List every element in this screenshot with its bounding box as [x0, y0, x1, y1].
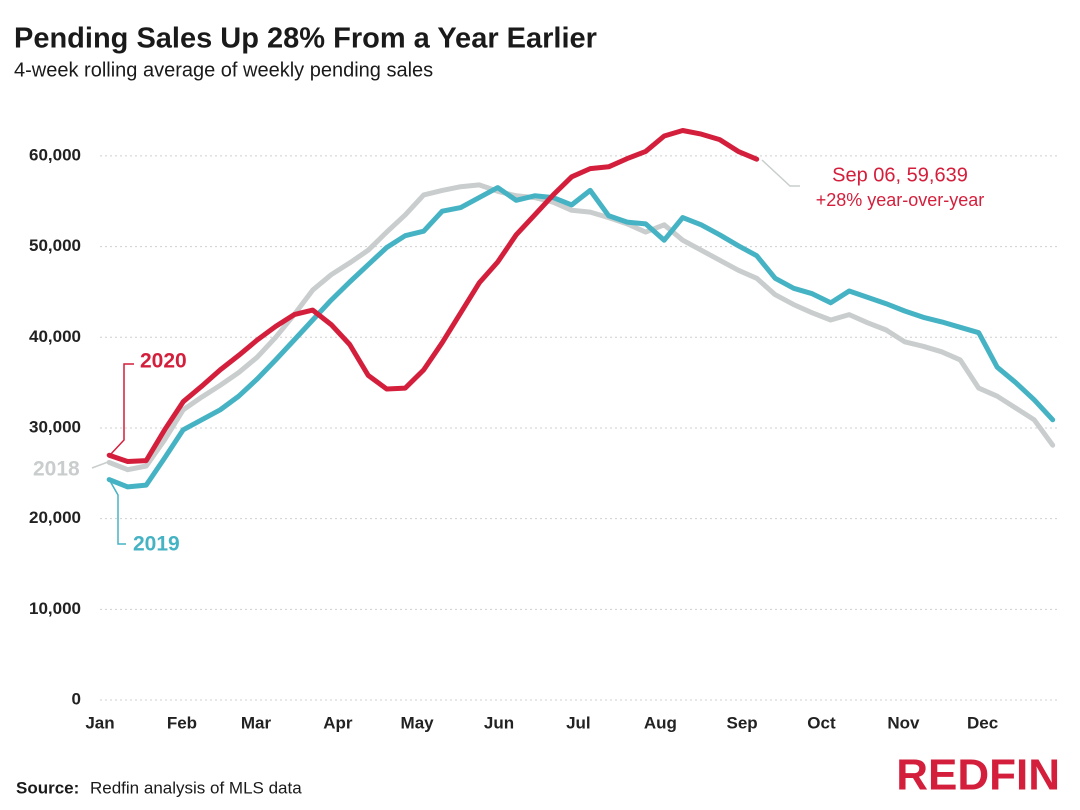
source-label: Source: — [16, 778, 79, 797]
x-tick-label: Feb — [167, 713, 197, 732]
logo: REDFIN — [896, 751, 1060, 800]
source: Redfin analysis of MLS data — [90, 778, 302, 797]
y-tick-label: 20,000 — [29, 508, 81, 527]
x-tick-label: Sep — [727, 713, 758, 732]
x-tick-label: Jul — [566, 713, 591, 732]
x-tick-label: Apr — [323, 713, 353, 732]
leader-line — [761, 159, 800, 187]
leader-line — [109, 363, 134, 456]
chart-title: Pending Sales Up 28% From a Year Earlier — [14, 23, 597, 55]
line-series — [106, 182, 1056, 473]
chart-subtitle: 4-week rolling average of weekly pending… — [14, 59, 433, 81]
leader-line — [91, 461, 109, 469]
plot-area: 0 10,000 20,000 30,000 40,000 50,000 60,000 Jan… — [29, 128, 1058, 732]
y-tick-label: 60,000 — [29, 145, 81, 164]
x-tick-label: Jan — [85, 713, 114, 732]
leader-line — [109, 480, 126, 545]
x-tick-label: Dec — [967, 713, 998, 732]
x-tick-label: Mar — [241, 713, 272, 732]
x-tick-label: May — [401, 713, 435, 732]
y-tick-label: 30,000 — [29, 417, 81, 436]
annotation: Sep 06, 59,639 — [832, 164, 968, 186]
series-label: 2018 — [33, 458, 80, 481]
line-series — [106, 128, 760, 464]
annotation: +28% year-over-year — [816, 190, 985, 210]
x-tick-label: Jun — [484, 713, 514, 732]
y-tick-label: 10,000 — [29, 599, 81, 618]
series-label: 2019 — [133, 533, 180, 556]
line-series — [106, 185, 1056, 490]
y-tick-label: 50,000 — [29, 236, 81, 255]
x-tick-label: Aug — [644, 713, 677, 732]
series-label: 2020 — [140, 350, 187, 373]
y-tick-label: 40,000 — [29, 327, 81, 346]
x-tick-label: Nov — [887, 713, 920, 732]
x-tick-label: Oct — [807, 713, 836, 732]
y-tick-label: 0 — [72, 689, 81, 708]
